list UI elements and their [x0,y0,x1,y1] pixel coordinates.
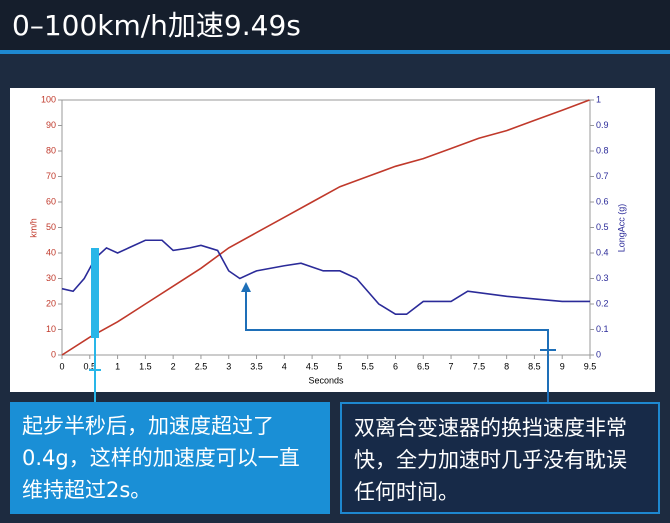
y-tick-label: 20 [46,298,56,308]
y-tick-label: 30 [46,273,56,283]
y-tick-label: 80 [46,145,56,155]
y-axis-label: km/h [28,218,38,238]
y-tick-label: 10 [46,324,56,334]
x-tick-label: 7 [449,361,454,371]
y-tick-label: 0 [51,349,56,359]
callout-line [89,338,101,402]
y2-tick-label: 0 [596,349,601,359]
x-tick-label: 4 [282,361,287,371]
y-tick-label: 70 [46,171,56,181]
y2-tick-label: 0.9 [596,120,609,130]
annotation-box: 双离合变速器的换挡速度非常快，全力加速时几乎没有耽误任何时间。 [340,402,660,514]
y2-tick-label: 0.3 [596,273,609,283]
x-tick-label: 9.5 [584,361,597,371]
x-tick-label: 1 [115,361,120,371]
series-line [61,99,590,356]
x-tick-label: 9 [560,361,565,371]
y2-tick-label: 0.2 [596,298,609,308]
y-tick-label: 90 [46,120,56,130]
header-stripe [0,50,670,54]
arrow-head [241,282,251,292]
header-band [0,0,670,50]
x-tick-label: 4.5 [306,361,319,371]
x-tick-label: 0.5 [84,361,97,371]
y-tick-label: 60 [46,196,56,206]
annotation-box: 起步半秒后，加速度超过了0.4g，这样的加速度可以一直维持超过2s。 [10,402,330,514]
x-tick-label: 8 [504,361,509,371]
y-tick-label: 50 [46,222,56,232]
x-tick-label: 6.5 [417,361,430,371]
y2-tick-label: 1 [596,94,601,104]
y2-tick-label: 0.7 [596,171,609,181]
page-title: 0–100km/h加速9.49s [12,9,301,42]
y2-tick-label: 0.6 [596,196,609,206]
x-tick-label: 7.5 [473,361,486,371]
x-tick-label: 3.5 [250,361,263,371]
y2-tick-label: 0.4 [596,247,609,257]
x-tick-label: 2 [171,361,176,371]
y2-axis-label: LongAcc (g) [616,204,626,253]
chart-panel [10,88,655,392]
y2-tick-label: 0.5 [596,222,609,232]
x-tick-label: 2.5 [195,361,208,371]
y-tick-label: 100 [41,94,56,104]
y2-tick-label: 0.1 [596,324,609,334]
x-tick-label: 0 [59,361,64,371]
x-tick-label: 5 [337,361,342,371]
highlight-bar [91,248,99,338]
x-axis-label: Seconds [308,375,344,385]
x-tick-label: 3 [226,361,231,371]
x-tick-label: 8.5 [528,361,541,371]
x-tick-label: 6 [393,361,398,371]
callout-line [245,285,556,402]
x-tick-label: 1.5 [139,361,152,371]
series-line [61,239,590,315]
x-tick-label: 5.5 [361,361,374,371]
y-tick-label: 40 [46,247,56,257]
y2-tick-label: 0.8 [596,145,609,155]
